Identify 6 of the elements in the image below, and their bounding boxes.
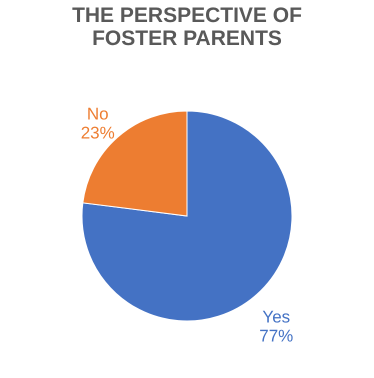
slice-label: Yes: [262, 307, 290, 326]
text: THE PERSPECTIVE OF: [72, 4, 302, 27]
text: FOSTER PARENTS: [92, 27, 282, 50]
data-label: 77%: [259, 326, 294, 346]
slice-label: No: [86, 104, 109, 124]
data-label: 23%: [80, 124, 115, 143]
